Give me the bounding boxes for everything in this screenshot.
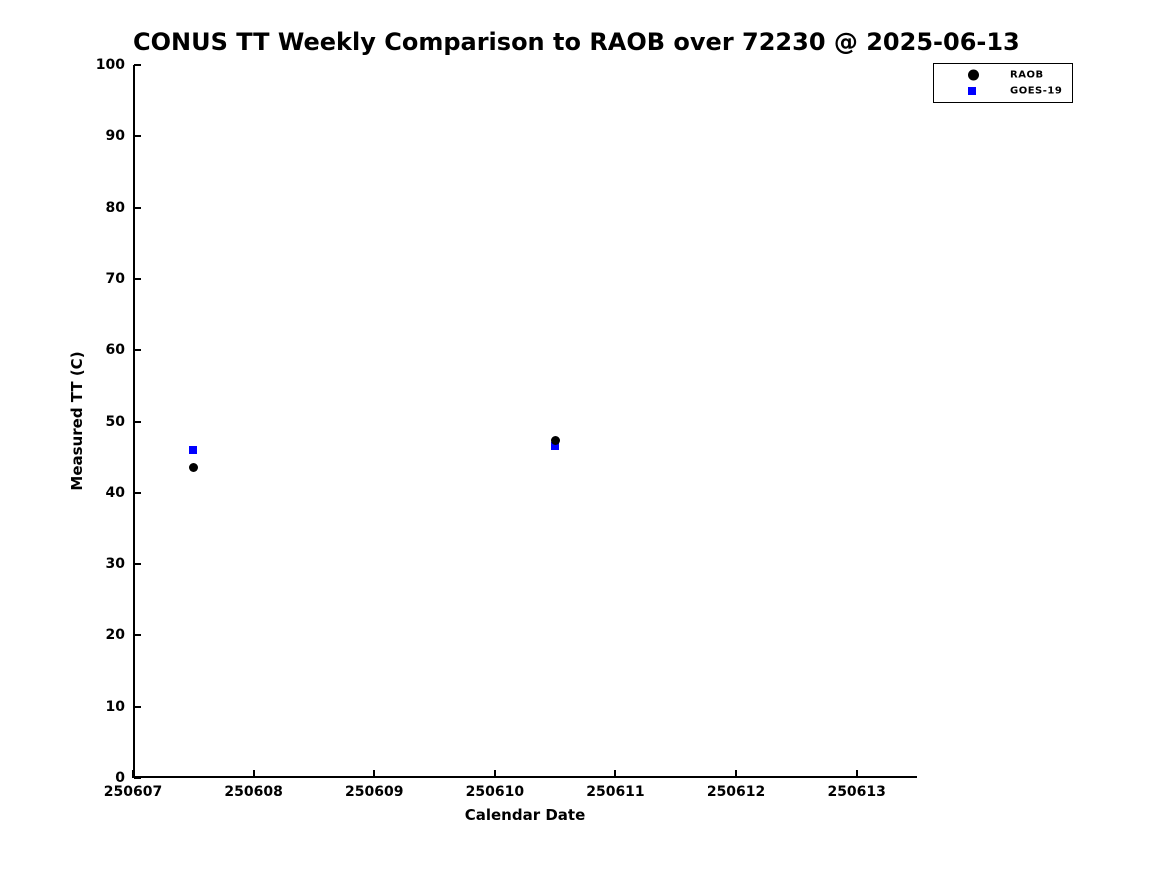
x-axis-tick-label: 250613 <box>827 784 886 800</box>
y-axis-tick-label: 60 <box>105 342 125 359</box>
x-axis-tick-label: 250608 <box>224 784 283 800</box>
x-axis-tick <box>493 770 496 778</box>
y-axis-tick <box>134 777 141 779</box>
y-axis-tick <box>134 705 141 708</box>
x-axis-tick-label: 250607 <box>103 784 163 800</box>
x-axis-tick <box>855 770 858 778</box>
y-axis-tick-label: 50 <box>105 413 125 430</box>
chart-title: CONUS TT Weekly Comparison to RAOB over … <box>133 28 1020 56</box>
y-axis-tick-label: 10 <box>105 698 125 715</box>
y-axis-tick-label: 20 <box>105 627 125 644</box>
data-point-raob <box>188 463 198 473</box>
legend-label-goes-19: GOES-19 <box>1010 85 1063 97</box>
y-axis-tick <box>134 420 141 423</box>
y-axis-tick-label: 100 <box>95 57 125 73</box>
y-axis-tick <box>134 491 141 494</box>
plot-area <box>133 65 917 778</box>
legend: RAOB GOES-19 <box>933 63 1073 103</box>
x-axis-tick <box>735 770 738 778</box>
y-axis-tick-label: 40 <box>105 484 125 501</box>
x-axis-tick-label: 250610 <box>465 784 525 800</box>
y-axis-tick <box>134 349 141 352</box>
x-axis-tick <box>132 770 134 778</box>
goes-19-square-icon <box>968 87 976 95</box>
x-axis-tick <box>252 770 255 778</box>
legend-label-raob: RAOB <box>1010 69 1044 81</box>
y-axis-tick <box>134 135 141 138</box>
y-axis-tick-label: 0 <box>115 770 125 786</box>
y-axis-tick <box>134 563 141 566</box>
x-axis-tick-label: 250609 <box>344 784 404 800</box>
y-axis-tick-label: 90 <box>105 128 125 145</box>
y-axis-tick <box>134 634 141 637</box>
x-axis-tick-label: 250612 <box>706 784 766 800</box>
data-point-goes-19 <box>189 446 198 455</box>
legend-item-raob: RAOB <box>934 67 1072 83</box>
legend-item-goes-19: GOES-19 <box>934 83 1072 99</box>
data-point-goes-19 <box>551 442 560 451</box>
x-axis-tick-label: 250611 <box>586 784 645 800</box>
data-point-raob <box>550 436 560 446</box>
y-axis-tick-label: 70 <box>105 270 125 287</box>
y-axis-tick <box>134 206 141 209</box>
y-axis-tick <box>134 277 141 280</box>
x-axis-tick <box>373 770 376 778</box>
x-axis-tick <box>614 770 617 778</box>
y-axis-tick-label: 80 <box>105 199 125 216</box>
y-axis-tick <box>134 64 141 66</box>
x-axis-label: Calendar Date <box>464 806 586 824</box>
raob-circle-icon <box>968 69 979 81</box>
y-axis-tick-label: 30 <box>105 556 125 573</box>
